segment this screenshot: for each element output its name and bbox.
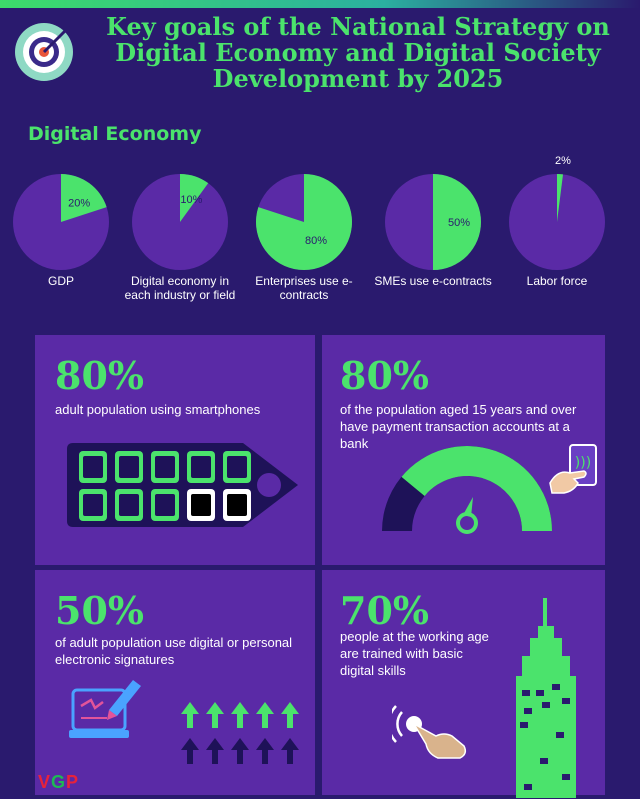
pie-caption: Labor force <box>526 274 588 288</box>
smartphones-value: 80% <box>55 353 144 398</box>
arrow-up-icon <box>231 738 249 764</box>
bank-value: 80% <box>340 353 429 398</box>
arrow-up-icon <box>181 738 199 764</box>
pie-value-slice <box>61 174 107 222</box>
card-hand-icon: ))) <box>549 444 597 494</box>
panel-skills: 70% people at the working age are traine… <box>322 570 605 798</box>
pie-chart-4: 50% SMEs use e-contracts <box>370 150 496 288</box>
pie-value-slice <box>256 174 352 270</box>
arrow-up-icon <box>256 702 274 728</box>
target-icon <box>15 23 73 81</box>
pie-value-slice <box>180 174 209 222</box>
pie-chart-2: 10% Digital economy in each industry or f… <box>117 150 243 302</box>
top-accent-bar <box>0 0 640 8</box>
pie-chart-5: 2% Labor force <box>494 150 620 288</box>
skills-value: 70% <box>340 588 429 633</box>
pie-data-label: 80% <box>305 235 327 247</box>
signatures-value: 50% <box>55 588 144 633</box>
pie-chart-3: 80% Enterprises use e-contracts <box>241 150 367 302</box>
arrow-up-icon <box>181 702 199 728</box>
panel-signatures: 50% of adult population use digital or p… <box>35 570 315 795</box>
touch-hand-icon <box>392 705 467 759</box>
building-icon <box>516 598 576 798</box>
arrow-up-icon <box>281 738 299 764</box>
smartphones-text: adult population using smartphones <box>55 402 261 417</box>
tablet-signature-icon <box>69 680 141 738</box>
pie-caption: GDP <box>47 274 74 288</box>
gauge-icon <box>382 446 552 534</box>
pie-value-slice <box>557 174 564 222</box>
signatures-text: of adult population use digital or perso… <box>55 635 293 667</box>
arrow-up-icon <box>231 702 249 728</box>
skills-text: people at the working age are trained wi… <box>340 629 489 678</box>
panel-smartphones: 80% adult population using smartphones <box>35 335 315 565</box>
pie-data-label: 2% <box>555 155 571 167</box>
arrow-up-icon <box>206 738 224 764</box>
pie-caption: Digital economy in each industry or fiel… <box>124 274 236 302</box>
arrow-up-icon <box>206 702 224 728</box>
arrow-up-icon <box>281 702 299 728</box>
pie-chart-1: 20% GDP <box>0 150 124 288</box>
section-title: Digital Economy <box>28 123 202 145</box>
svg-text:))): ))) <box>575 455 591 471</box>
pie-data-label: 50% <box>448 217 470 229</box>
arrow-up-icon <box>256 738 274 764</box>
bank-text: of the population aged 15 years and over… <box>340 402 577 451</box>
pie-data-label: 10% <box>180 194 202 206</box>
smartphone-tag-icon <box>67 443 298 527</box>
pie-caption: Enterprises use e-contracts <box>255 274 353 302</box>
pie-caption: SMEs use e-contracts <box>374 274 492 288</box>
panel-bank-accounts: 80% of the population aged 15 years and … <box>322 335 605 565</box>
arrows-icon <box>181 702 299 764</box>
pie-value-slice <box>433 174 481 270</box>
page-title: Key goals of the National Strategy on Di… <box>106 12 610 93</box>
vgp-logo: VGP <box>38 772 80 792</box>
pie-data-label: 20% <box>68 198 90 210</box>
